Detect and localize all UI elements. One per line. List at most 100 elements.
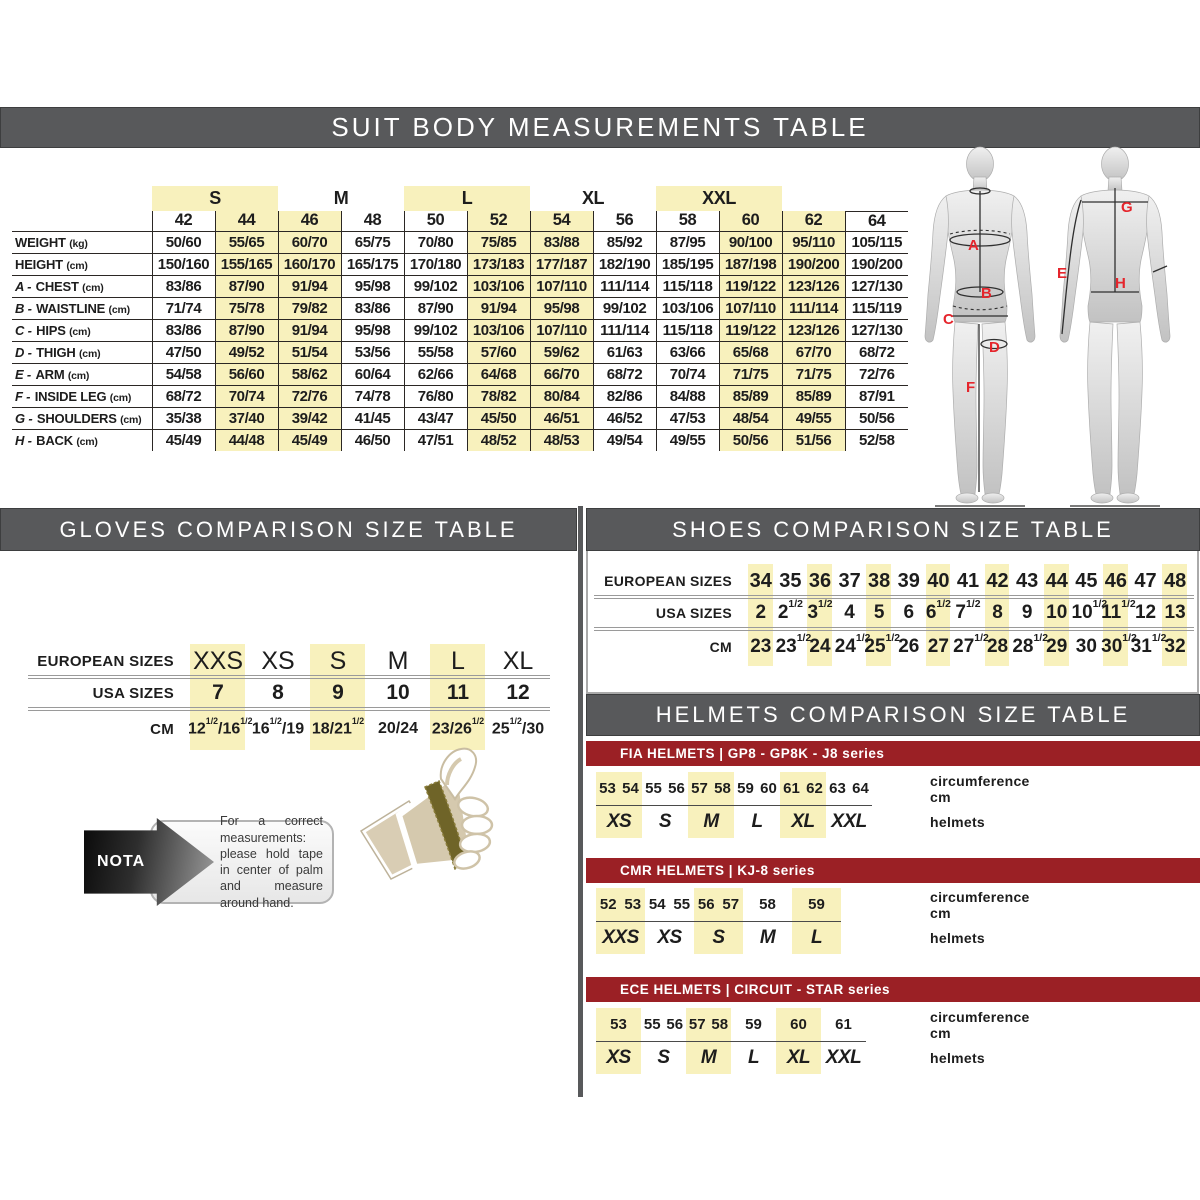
measurement-cell: 71/75	[718, 362, 783, 386]
size-cell: 41	[956, 569, 980, 592]
size-cell: 23/261/2	[431, 715, 485, 738]
size-group	[782, 186, 845, 211]
measurement-row-label: A - CHEST (cm)	[11, 274, 153, 298]
measurement-cell: 177/187	[529, 252, 594, 276]
measurement-cell: 45/49	[151, 428, 216, 452]
measurement-cell: 170/180	[403, 252, 468, 276]
figure-label-chest: A	[968, 237, 979, 254]
row-divider	[596, 805, 872, 806]
measurement-cell: 50/60	[151, 230, 216, 254]
circumference-value: 53	[610, 1016, 627, 1033]
size-row-label: EUROPEAN SIZES	[37, 652, 174, 670]
body-measurement-figures: A B C D E F G H	[924, 146, 1171, 507]
helmet-size-letter: M	[703, 810, 719, 832]
measurement-cell: 63/66	[655, 340, 720, 364]
measurement-cell: 85/92	[592, 230, 657, 254]
size-header: 48	[340, 210, 405, 232]
measurement-cell: 51/54	[277, 340, 342, 364]
measurement-cell: 37/40	[214, 406, 279, 430]
measurement-cell: 127/130	[844, 318, 909, 342]
measurement-cell: 83/86	[151, 274, 216, 298]
circumference-value: 56	[668, 780, 685, 797]
size-header: 58	[655, 210, 720, 232]
circumference-value: 57	[722, 896, 740, 913]
circumference-values: 55 56	[641, 1008, 686, 1041]
row-divider	[594, 627, 1194, 631]
circumference-value: 59	[737, 780, 754, 797]
helmet-size-group: 63 64 XXL	[826, 772, 872, 838]
helmet-size-group: 61 XXL	[821, 1008, 866, 1074]
helmet-size-letter: XXL	[831, 810, 867, 832]
circumference-values: 53 54	[596, 772, 642, 805]
measurement-cell: 59/62	[529, 340, 594, 364]
size-row-label: CM	[709, 639, 732, 655]
measurement-cell: 103/106	[466, 274, 531, 298]
measurement-cell: 43/47	[403, 406, 468, 430]
highlight-band	[430, 644, 485, 750]
size-cell: 29	[1046, 636, 1068, 657]
helmet-column-labels: circumference cm helmets	[930, 888, 1030, 954]
size-group-m: M	[333, 188, 349, 208]
measurement-cell: 55/65	[214, 230, 279, 254]
row-divider	[596, 1041, 866, 1042]
circumference-value: 52	[599, 896, 617, 913]
size-cell: 20/24	[377, 720, 419, 737]
size-cell: 111/2	[1101, 598, 1136, 624]
measurement-cell: 103/106	[466, 318, 531, 342]
measurement-cell: 57/60	[466, 340, 531, 364]
circumference-value: 60	[760, 780, 777, 797]
measurement-cell: 190/200	[781, 252, 846, 276]
helmets-label: helmets	[930, 929, 986, 946]
measurement-cell: 65/68	[718, 340, 783, 364]
measurement-row-label: G - SHOULDERS (cm)	[11, 406, 153, 430]
circumference-cm-label: circumference cm	[930, 888, 1030, 921]
shoes-table-frame	[586, 551, 1199, 694]
measurement-cell: 91/94	[277, 274, 342, 298]
size-cell: 30	[1075, 636, 1097, 657]
measurement-cell: 50/56	[718, 428, 783, 452]
size-cell: 13	[1164, 602, 1186, 623]
size-cell: 39	[897, 569, 920, 592]
size-cell: M	[387, 646, 409, 675]
size-cell: 2	[755, 602, 767, 623]
measurement-cell: 85/89	[781, 384, 846, 408]
measurement-cell: 87/90	[214, 318, 279, 342]
circumference-values: 59 60	[734, 772, 780, 805]
measurement-cell: 111/114	[781, 296, 846, 320]
highlight-band	[866, 564, 891, 666]
size-group-xxl: XXL	[656, 186, 783, 211]
measurement-cell: 64/68	[466, 362, 531, 386]
ece-series-bar: ECE HELMETS | CIRCUIT - STAR series	[586, 977, 1200, 1002]
size-cell: 9	[332, 681, 344, 704]
measurement-cell: 107/110	[718, 296, 783, 320]
measurement-cell: 75/78	[214, 296, 279, 320]
size-cell: 61/2	[925, 598, 951, 624]
measurement-cell: 75/85	[466, 230, 531, 254]
measurement-cell: 87/90	[214, 274, 279, 298]
circumference-value: 63	[829, 780, 846, 797]
suit-table-title: SUIT BODY MEASUREMENTS TABLE	[331, 112, 869, 142]
suit-table-row: B - WAISTLINE (cm) 71/74 75/78 79/82 83/86 87…	[11, 296, 909, 320]
size-row: USA SIZES 2 21/2 31/2 4 5 6 61/2 71/2 8 9 10 101/2 11…	[594, 598, 1194, 626]
circumference-values: 55 56	[642, 772, 688, 805]
shoes-table-header: SHOES COMPARISON SIZE TABLE	[586, 508, 1200, 551]
measurement-row-label: B - WAISTLINE (cm)	[11, 296, 153, 320]
measurement-cell: 68/72	[151, 384, 216, 408]
highlight-band	[984, 564, 1010, 666]
helmets-table-header: HELMETS COMPARISON SIZE TABLE	[586, 694, 1200, 736]
circumference-cm-label: circumference cm	[930, 1008, 1030, 1041]
circumference-values: 59	[731, 1008, 776, 1041]
helmets-label: helmets	[930, 1049, 986, 1066]
size-cell: 271/2	[953, 632, 989, 658]
measurement-cell: 155/165	[214, 252, 279, 276]
circumference-values: 60	[776, 1008, 821, 1041]
circumference-values: 53	[596, 1008, 641, 1041]
size-header: 50	[403, 210, 468, 232]
measurement-cell: 78/82	[466, 384, 531, 408]
measurement-cell: 49/52	[214, 340, 279, 364]
circumference-values: 61	[821, 1008, 866, 1041]
gloves-table-header: GLOVES COMPARISON SIZE TABLE	[0, 508, 577, 551]
suit-table-row: E - ARM (cm) 54/58 56/60 58/62 60/64 62/66 64/…	[11, 362, 909, 386]
suit-table-row: D - THIGH (cm) 47/50 49/52 51/54 53/56 55/58 5…	[11, 340, 909, 364]
measurement-cell: 47/51	[403, 428, 468, 452]
